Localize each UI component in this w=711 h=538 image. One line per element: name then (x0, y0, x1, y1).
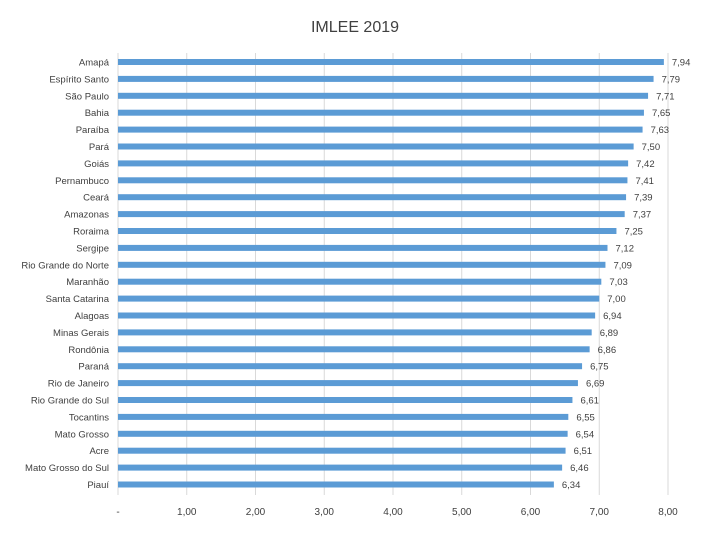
value-label: 6,86 (598, 345, 617, 356)
labels: - 1,00 2,00 3,00 4,00 5,00 6,00 7,00 8,00 Amapá 7,… (21, 58, 690, 519)
value-label: 7,50 (642, 142, 661, 153)
x-tick-label: 8,00 (658, 507, 678, 518)
category-label: Paraíba (76, 125, 110, 136)
category-label: Espírito Santo (49, 74, 109, 85)
category-label: Rio de Janeiro (48, 379, 109, 390)
bar (118, 211, 625, 218)
category-label: Santa Catarina (46, 294, 110, 305)
x-tick-label: 2,00 (246, 507, 266, 518)
category-label: Acre (89, 446, 109, 457)
value-label: 7,63 (651, 125, 670, 136)
category-label: Maranhão (66, 277, 109, 288)
value-label: 6,94 (603, 311, 622, 322)
bar (118, 160, 629, 167)
category-label: Amapá (79, 58, 110, 69)
value-label: 7,79 (662, 74, 681, 85)
x-tick-label: 7,00 (590, 507, 610, 518)
category-label: São Paulo (65, 91, 109, 102)
bar (118, 126, 643, 133)
bar (118, 447, 566, 454)
value-label: 6,61 (580, 396, 599, 407)
category-label: Mato Grosso do Sul (25, 463, 109, 474)
category-label: Sergipe (76, 243, 109, 254)
x-tick-label: 5,00 (452, 507, 472, 518)
value-label: 6,54 (576, 429, 595, 440)
bar (118, 312, 596, 319)
category-label: Rio Grande do Norte (21, 260, 109, 271)
category-label: Bahia (85, 108, 110, 119)
value-label: 7,65 (652, 108, 671, 119)
category-label: Pernambuco (55, 176, 109, 187)
value-label: 7,39 (634, 193, 653, 204)
bar (118, 109, 644, 116)
bar (118, 228, 617, 234)
bar (118, 278, 602, 285)
bar (118, 177, 628, 184)
value-label: 6,89 (600, 328, 619, 339)
bar (118, 75, 654, 82)
category-label: Ceará (83, 193, 110, 204)
bar (118, 244, 608, 251)
value-label: 7,25 (624, 227, 643, 238)
category-label: Rondônia (68, 345, 109, 356)
bar (118, 464, 563, 471)
value-label: 7,09 (613, 260, 632, 271)
value-label: 6,69 (586, 379, 605, 390)
bar (118, 430, 568, 437)
bar (118, 194, 627, 201)
category-label: Minas Gerais (53, 328, 109, 339)
bar (118, 397, 573, 403)
value-label: 6,46 (570, 463, 589, 474)
category-label: Paraná (78, 362, 109, 373)
bar (118, 143, 634, 150)
value-label: 7,71 (656, 91, 675, 102)
x-tick-label: 6,00 (521, 507, 541, 518)
category-label: Mato Grosso (55, 429, 109, 440)
x-tick-label: 1,00 (177, 507, 197, 518)
category-label: Tocantins (69, 412, 109, 423)
value-label: 6,75 (590, 362, 609, 373)
category-label: Pará (89, 142, 110, 153)
value-label: 6,51 (574, 446, 593, 457)
value-label: 7,03 (609, 277, 628, 288)
value-label: 7,94 (672, 58, 691, 69)
bar (118, 346, 590, 353)
value-label: 7,37 (633, 210, 652, 221)
category-label: Amazonas (64, 210, 109, 221)
bar (118, 261, 606, 268)
value-label: 7,00 (607, 294, 626, 305)
value-label: 7,42 (636, 159, 655, 170)
category-label: Roraima (73, 227, 110, 238)
bar (118, 59, 664, 65)
bar (118, 413, 569, 420)
bar (118, 363, 583, 370)
x-tick-label: - (116, 507, 119, 518)
value-label: 7,41 (635, 176, 654, 187)
bar (118, 481, 554, 488)
bar (118, 380, 578, 387)
category-label: Goiás (84, 159, 109, 170)
category-label: Piauí (87, 480, 109, 491)
bars (118, 59, 664, 488)
x-tick-label: 4,00 (383, 507, 403, 518)
value-label: 7,12 (616, 243, 635, 254)
x-tick-label: 3,00 (315, 507, 335, 518)
bar (118, 92, 649, 99)
value-label: 6,34 (562, 480, 581, 491)
bar (118, 295, 600, 302)
value-label: 6,55 (576, 412, 595, 423)
chart-title: IMLEE 2019 (311, 19, 399, 36)
category-label: Rio Grande do Sul (31, 396, 109, 407)
bar (118, 329, 592, 336)
category-label: Alagoas (75, 311, 110, 322)
